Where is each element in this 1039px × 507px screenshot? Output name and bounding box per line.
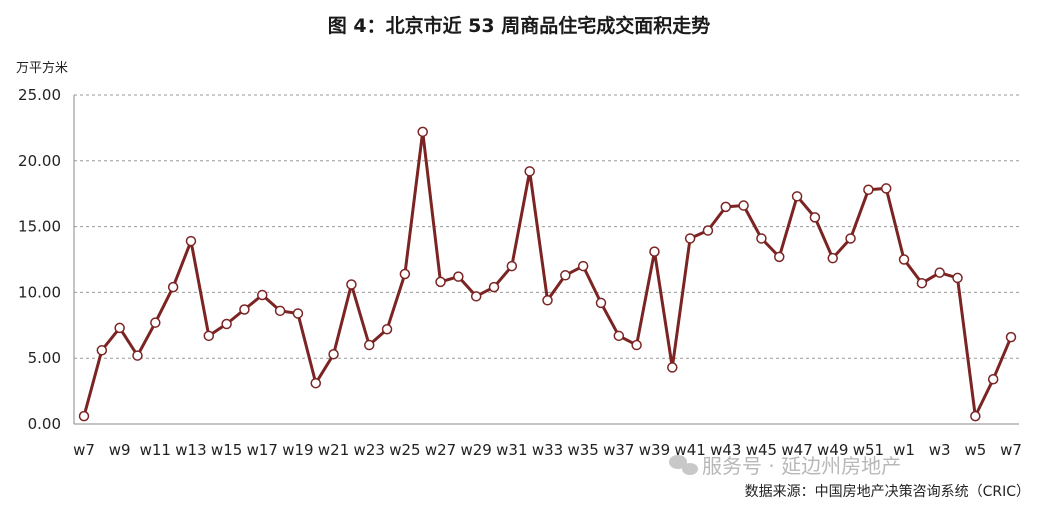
- data-point: [863, 184, 874, 196]
- x-tick-label: w9: [109, 441, 131, 459]
- y-tick-label: 10.00: [18, 283, 61, 301]
- x-tick-label: w19: [282, 441, 313, 459]
- data-point: [631, 339, 642, 351]
- data-point: [934, 267, 945, 278]
- data-point: [542, 295, 553, 306]
- data-point: [167, 281, 179, 293]
- x-tick-label: w5: [964, 441, 986, 459]
- data-point: [970, 410, 981, 422]
- data-point: [506, 260, 518, 272]
- x-tick-label: w21: [318, 441, 349, 459]
- x-tick-labels: w7 w9 w11 w13 w15 w17 w19 w21 w23 w25 w27 w29 w31 w33…: [73, 441, 1022, 459]
- x-tick-label: w33: [532, 441, 563, 459]
- data-point: [524, 166, 535, 177]
- data-point: [203, 330, 215, 342]
- data-point: [435, 276, 446, 288]
- data-point: [381, 323, 393, 335]
- y-tick-label: 25.00: [18, 86, 61, 104]
- data-point: [274, 305, 286, 317]
- data-point: [880, 183, 892, 194]
- x-tick-label: w17: [247, 441, 278, 459]
- y-axis-label: 万平方米: [16, 60, 68, 76]
- data-point: [239, 304, 250, 315]
- x-tick-label: w35: [567, 441, 598, 459]
- data-point: [132, 350, 143, 361]
- x-tick-label: w43: [710, 441, 741, 459]
- data-point: [328, 349, 339, 360]
- y-tick-label: 15.00: [18, 218, 61, 236]
- x-tick-label: w49: [817, 441, 848, 459]
- data-point: [702, 225, 714, 236]
- x-tick-label: w7: [1000, 441, 1022, 459]
- x-tick-label: w1: [893, 441, 915, 459]
- x-tick-label: w13: [175, 441, 206, 459]
- data-point: [774, 251, 785, 263]
- data-point: [488, 281, 500, 293]
- data-point: [78, 410, 90, 422]
- data-point: [96, 345, 108, 356]
- data-point: [185, 235, 197, 247]
- y-tick-label: 0.00: [28, 415, 61, 433]
- data-point: [738, 200, 749, 211]
- x-tick-label: w45: [746, 441, 777, 459]
- data-point: [720, 201, 732, 213]
- x-tick-label: w11: [140, 441, 171, 459]
- data-point: [560, 270, 571, 281]
- x-tick-label: w39: [639, 441, 670, 459]
- chart-title: 图 4：北京市近 53 周商品住宅成交面积走势: [328, 14, 711, 37]
- data-point: [310, 377, 321, 389]
- y-tick-label: 20.00: [18, 152, 61, 170]
- source-note: 数据来源：中国房地产决策咨询系统（CRIC）: [745, 483, 1030, 500]
- x-tick-label: w51: [853, 441, 884, 459]
- x-tick-label: w15: [211, 441, 242, 459]
- data-point: [221, 318, 232, 330]
- data-point: [613, 330, 625, 342]
- data-point: [809, 212, 821, 223]
- x-tick-label: w29: [461, 441, 492, 459]
- y-tick-labels: 0.00 5.00 10.00 15.00 20.00 25.00: [18, 86, 61, 433]
- data-point: [827, 252, 838, 264]
- series-line: [82, 130, 1013, 418]
- data-point: [292, 308, 304, 319]
- x-tick-label: w23: [354, 441, 385, 459]
- x-tick-label: w41: [674, 441, 705, 459]
- data-point: [453, 271, 464, 282]
- data-point: [898, 254, 910, 265]
- data-point: [649, 246, 660, 257]
- x-tick-label: w31: [496, 441, 527, 459]
- data-point: [684, 233, 696, 244]
- x-tick-label: w25: [389, 441, 420, 459]
- data-point: [845, 233, 856, 244]
- data-point: [150, 317, 161, 328]
- data-point: [346, 279, 357, 290]
- y-tick-label: 5.00: [28, 349, 61, 367]
- data-point: [577, 260, 589, 272]
- data-point: [987, 374, 999, 385]
- x-tick-label: w27: [425, 441, 456, 459]
- watermark-text: 服务号 · 延边州房地产: [702, 454, 901, 478]
- data-point: [417, 126, 428, 138]
- data-point: [114, 322, 125, 334]
- data-point: [952, 272, 963, 284]
- data-point: [667, 362, 678, 373]
- data-point: [1005, 331, 1017, 343]
- data-point: [595, 297, 607, 309]
- data-point: [363, 339, 375, 351]
- data-point: [756, 233, 767, 244]
- grid-lines: [73, 94, 1019, 425]
- wechat-icon: [669, 455, 698, 475]
- data-points: [78, 126, 1017, 422]
- x-tick-label: w3: [929, 441, 951, 459]
- data-point: [399, 268, 411, 280]
- x-tick-label: w7: [73, 441, 95, 459]
- x-tick-label: w47: [781, 441, 812, 459]
- data-point: [470, 291, 482, 302]
- data-point: [791, 191, 803, 202]
- data-point: [916, 277, 928, 289]
- x-tick-label: w37: [603, 441, 634, 459]
- data-point: [257, 289, 268, 301]
